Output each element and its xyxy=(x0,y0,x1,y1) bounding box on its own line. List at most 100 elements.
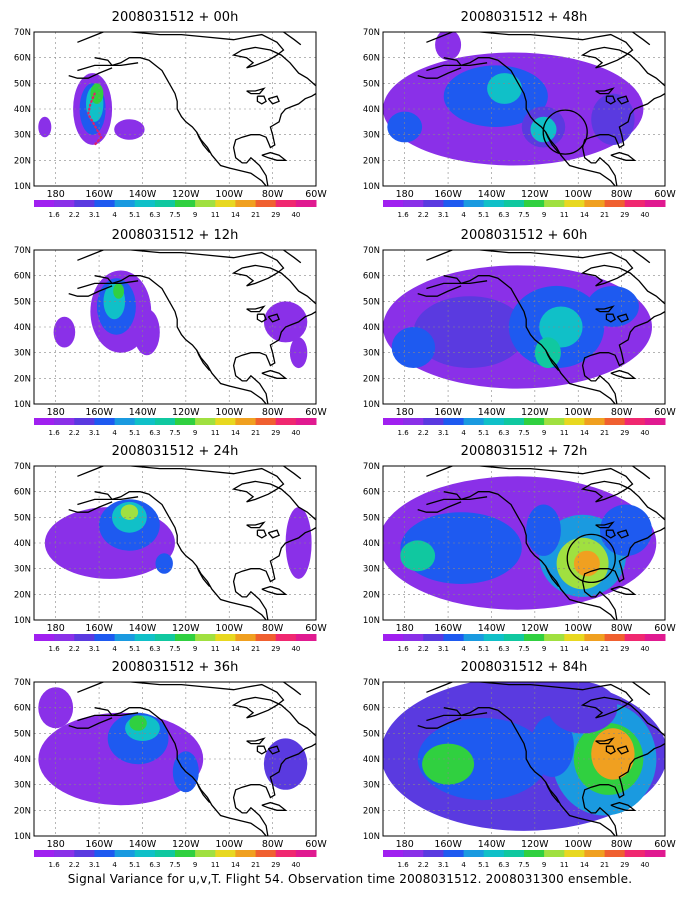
lat-tick-label: 10N xyxy=(363,616,380,626)
colorbar-label: 3.1 xyxy=(438,429,449,437)
variance-shading xyxy=(38,73,145,145)
colorbar-swatch xyxy=(74,418,95,425)
map-grid xyxy=(34,250,316,404)
colorbar-swatch xyxy=(443,634,464,641)
lat-tick-label: 10N xyxy=(14,400,31,410)
colorbar: 1.6 2.2 3.1 4 5.1 6.3 7.5 9 11 14 21 29 40 xyxy=(383,850,666,869)
lon-tick-label: 120W xyxy=(521,839,549,850)
lon-tick-label: 160W xyxy=(434,839,462,850)
colorbar-label: 4 xyxy=(461,211,466,219)
lat-tick-label: 20N xyxy=(14,590,31,600)
colorbar-swatch xyxy=(443,200,464,207)
variance-contour xyxy=(591,93,635,145)
colorbar-swatch xyxy=(564,418,585,425)
lat-tick-label: 30N xyxy=(363,131,380,141)
lon-tick-label: 60W xyxy=(654,189,676,200)
colorbar-label: 9 xyxy=(542,645,546,653)
colorbar-swatch xyxy=(154,850,176,857)
colorbar-swatch xyxy=(564,634,585,641)
colorbar-swatch xyxy=(544,634,565,641)
map-panel-48h: 70N 60N 50N 40N 30N 20N 10N 180 160W 140W 120W 100W… xyxy=(363,28,677,219)
colorbar-label: 29 xyxy=(271,429,280,437)
lon-tick-label: 120W xyxy=(172,839,200,850)
colorbar-swatch xyxy=(403,200,424,207)
colorbar-label: 11 xyxy=(211,211,220,219)
panel-title: 2008031512 + 84h xyxy=(460,660,588,675)
colorbar-swatch xyxy=(154,200,176,207)
lat-tick-label: 20N xyxy=(363,374,380,384)
lon-tick-label: 60W xyxy=(654,839,676,850)
variance-contour xyxy=(539,306,583,348)
colorbar-label: 6.3 xyxy=(498,211,509,219)
colorbar-swatch xyxy=(624,850,646,857)
colorbar-label: 7.5 xyxy=(169,645,180,653)
colorbar-swatch xyxy=(403,418,424,425)
colorbar-swatch xyxy=(423,418,444,425)
colorbar-label: 1.6 xyxy=(49,861,61,869)
colorbar-label: 7.5 xyxy=(169,211,180,219)
colorbar-swatch xyxy=(134,418,156,425)
colorbar-label: 40 xyxy=(640,861,649,869)
colorbar-swatch xyxy=(74,634,95,641)
colorbar-label: 6.3 xyxy=(149,429,160,437)
variance-contour xyxy=(391,327,436,368)
lat-tick-label: 40N xyxy=(14,539,31,549)
colorbar-swatch xyxy=(255,418,277,425)
colorbar-label: 4 xyxy=(461,429,466,437)
lat-tick-label: 50N xyxy=(14,513,31,523)
lat-tick-label: 40N xyxy=(363,105,380,115)
lon-tick-label: 140W xyxy=(129,189,157,200)
colorbar-label: 21 xyxy=(600,211,609,219)
variance-contour xyxy=(530,715,574,777)
colorbar-swatch xyxy=(624,418,646,425)
colorbar-swatch xyxy=(604,634,626,641)
map-frame xyxy=(382,31,666,187)
colorbar-label: 3.1 xyxy=(438,861,449,869)
lat-tick-label: 40N xyxy=(14,323,31,333)
lat-tick-label: 30N xyxy=(363,781,380,791)
colorbar-swatch xyxy=(443,850,464,857)
lat-tick-label: 10N xyxy=(363,182,380,192)
colorbar-swatch xyxy=(295,200,317,207)
panel-title: 2008031512 + 00h xyxy=(111,10,239,25)
lon-tick-label: 180 xyxy=(396,623,414,634)
lon-tick-label: 160W xyxy=(85,839,113,850)
lat-tick-label: 60N xyxy=(14,704,31,714)
map-grid xyxy=(383,32,665,186)
colorbar-label: 14 xyxy=(580,211,589,219)
colorbar-label: 11 xyxy=(211,861,220,869)
colorbar-swatch xyxy=(34,200,55,207)
colorbar-label: 29 xyxy=(620,429,629,437)
lon-tick-label: 120W xyxy=(172,407,200,418)
map-frame xyxy=(33,465,317,621)
variance-contour xyxy=(413,296,527,368)
coastline xyxy=(68,250,316,404)
lon-tick-label: 100W xyxy=(564,189,592,200)
lon-tick-label: 80W xyxy=(262,189,284,200)
colorbar-swatch xyxy=(584,200,605,207)
colorbar-swatch xyxy=(463,850,485,857)
colorbar-label: 7.5 xyxy=(518,211,529,219)
colorbar-swatch xyxy=(403,850,424,857)
colorbar: 1.6 2.2 3.1 4 5.1 6.3 7.5 9 11 14 21 29 40 xyxy=(383,418,666,437)
colorbar-swatch xyxy=(564,850,585,857)
variance-shading xyxy=(38,687,308,806)
map-grid xyxy=(34,466,316,620)
colorbar-label: 5.1 xyxy=(129,645,140,653)
colorbar-label: 6.3 xyxy=(498,429,509,437)
colorbar-swatch xyxy=(483,634,505,641)
map-panel-72h: 70N 60N 50N 40N 30N 20N 10N 180 160W 140W 120W 100W… xyxy=(363,462,677,653)
colorbar-swatch xyxy=(54,850,75,857)
colorbar-swatch xyxy=(94,200,115,207)
colorbar: 1.6 2.2 3.1 4 5.1 6.3 7.5 9 11 14 21 29 40 xyxy=(34,850,317,869)
colorbar: 1.6 2.2 3.1 4 5.1 6.3 7.5 9 11 14 21 29 40 xyxy=(383,634,666,653)
lon-tick-label: 100W xyxy=(564,623,592,634)
colorbar-label: 21 xyxy=(600,429,609,437)
colorbar-label: 11 xyxy=(211,645,220,653)
lon-tick-label: 180 xyxy=(396,839,414,850)
lat-tick-label: 60N xyxy=(14,272,31,282)
lon-tick-label: 80W xyxy=(611,189,633,200)
lon-tick-label: 60W xyxy=(305,623,327,634)
variance-contour xyxy=(422,743,475,785)
variance-contour xyxy=(285,507,312,579)
